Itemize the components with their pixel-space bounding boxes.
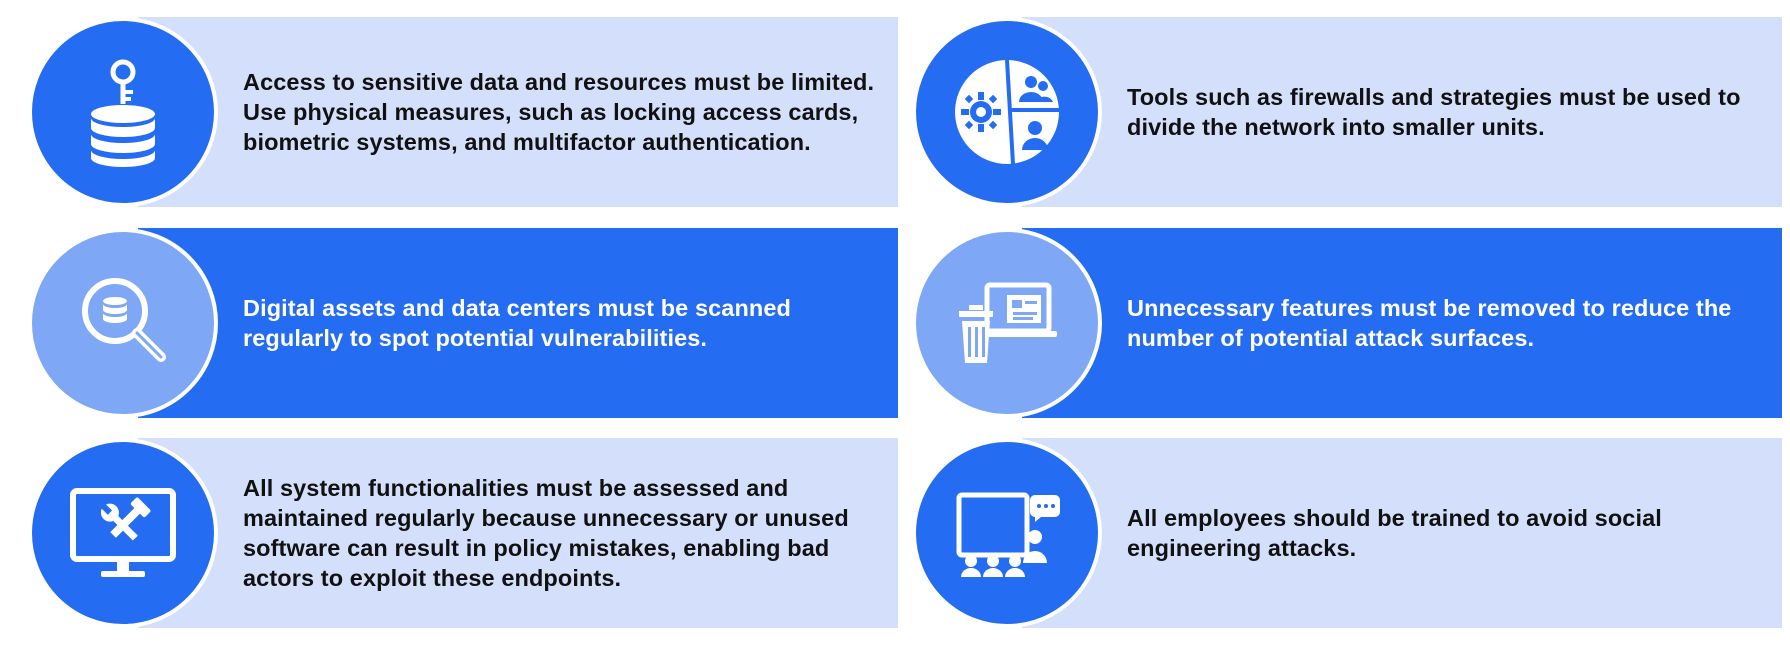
- card-text-content: Digital assets and data centers must be …: [243, 295, 791, 351]
- card-background: [138, 438, 898, 628]
- icon-circle: [912, 438, 1102, 628]
- icon-circle: [912, 17, 1102, 207]
- database-key-icon: [91, 59, 155, 167]
- card-employee-training: All employees should be trained to avoid…: [912, 438, 1782, 628]
- card-text: All system functionalities must be asses…: [243, 438, 883, 628]
- card-text-content: All system functionalities must be asses…: [243, 475, 849, 591]
- card-text-content: All employees should be trained to avoid…: [1127, 505, 1662, 561]
- icon-circle: [912, 228, 1102, 418]
- card-text: Access to sensitive data and resources m…: [243, 17, 883, 207]
- card-network-segmentation: Tools such as firewalls and strategies m…: [912, 17, 1782, 207]
- card-text-content: Tools such as firewalls and strategies m…: [1127, 84, 1741, 140]
- card-text: Unnecessary features must be removed to …: [1127, 228, 1767, 418]
- card-vulnerability-scan: Digital assets and data centers must be …: [28, 228, 898, 418]
- card-text: Tools such as firewalls and strategies m…: [1127, 17, 1767, 207]
- card-text-content: Access to sensitive data and resources m…: [243, 69, 875, 155]
- card-remove-features: Unnecessary features must be removed to …: [912, 228, 1782, 418]
- card-text: Digital assets and data centers must be …: [243, 228, 883, 418]
- card-text-content: Unnecessary features must be removed to …: [1127, 295, 1732, 351]
- card-background: [138, 228, 898, 418]
- icon-circle: [28, 228, 218, 418]
- icon-circle: [28, 17, 218, 207]
- card-assess-systems: All system functionalities must be asses…: [28, 438, 898, 628]
- card-background: [1022, 228, 1782, 418]
- trash-laptop-icon: [959, 282, 1057, 363]
- card-background: [138, 17, 898, 207]
- card-text: All employees should be trained to avoid…: [1127, 438, 1767, 628]
- database-scan-icon: [82, 278, 166, 362]
- icon-circle: [28, 438, 218, 628]
- card-limit-access: Access to sensitive data and resources m…: [28, 17, 898, 207]
- card-background: [1022, 438, 1782, 628]
- monitor-tools-icon: [70, 488, 176, 577]
- network-segments-icon: [955, 59, 1059, 165]
- card-background: [1022, 17, 1782, 207]
- training-presentation-icon: [956, 492, 1060, 577]
